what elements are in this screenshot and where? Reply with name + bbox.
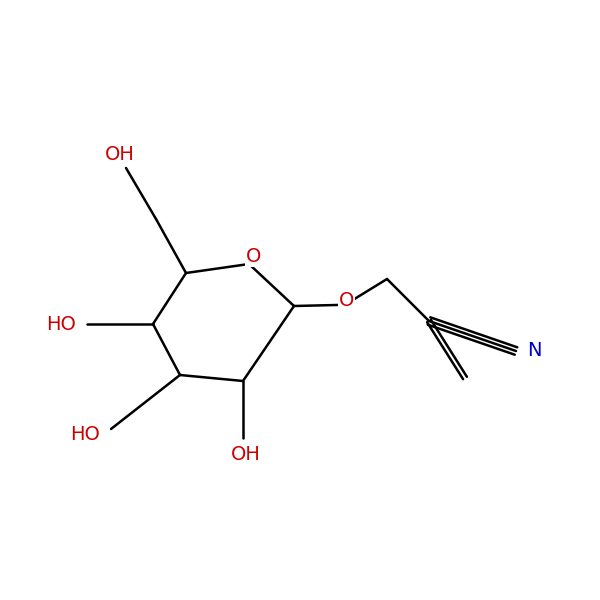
Text: HO: HO <box>46 314 76 334</box>
Text: HO: HO <box>70 425 100 445</box>
Text: OH: OH <box>105 145 135 164</box>
Text: O: O <box>338 290 354 310</box>
Text: N: N <box>527 341 541 361</box>
Text: O: O <box>246 247 262 266</box>
Text: OH: OH <box>231 445 261 464</box>
